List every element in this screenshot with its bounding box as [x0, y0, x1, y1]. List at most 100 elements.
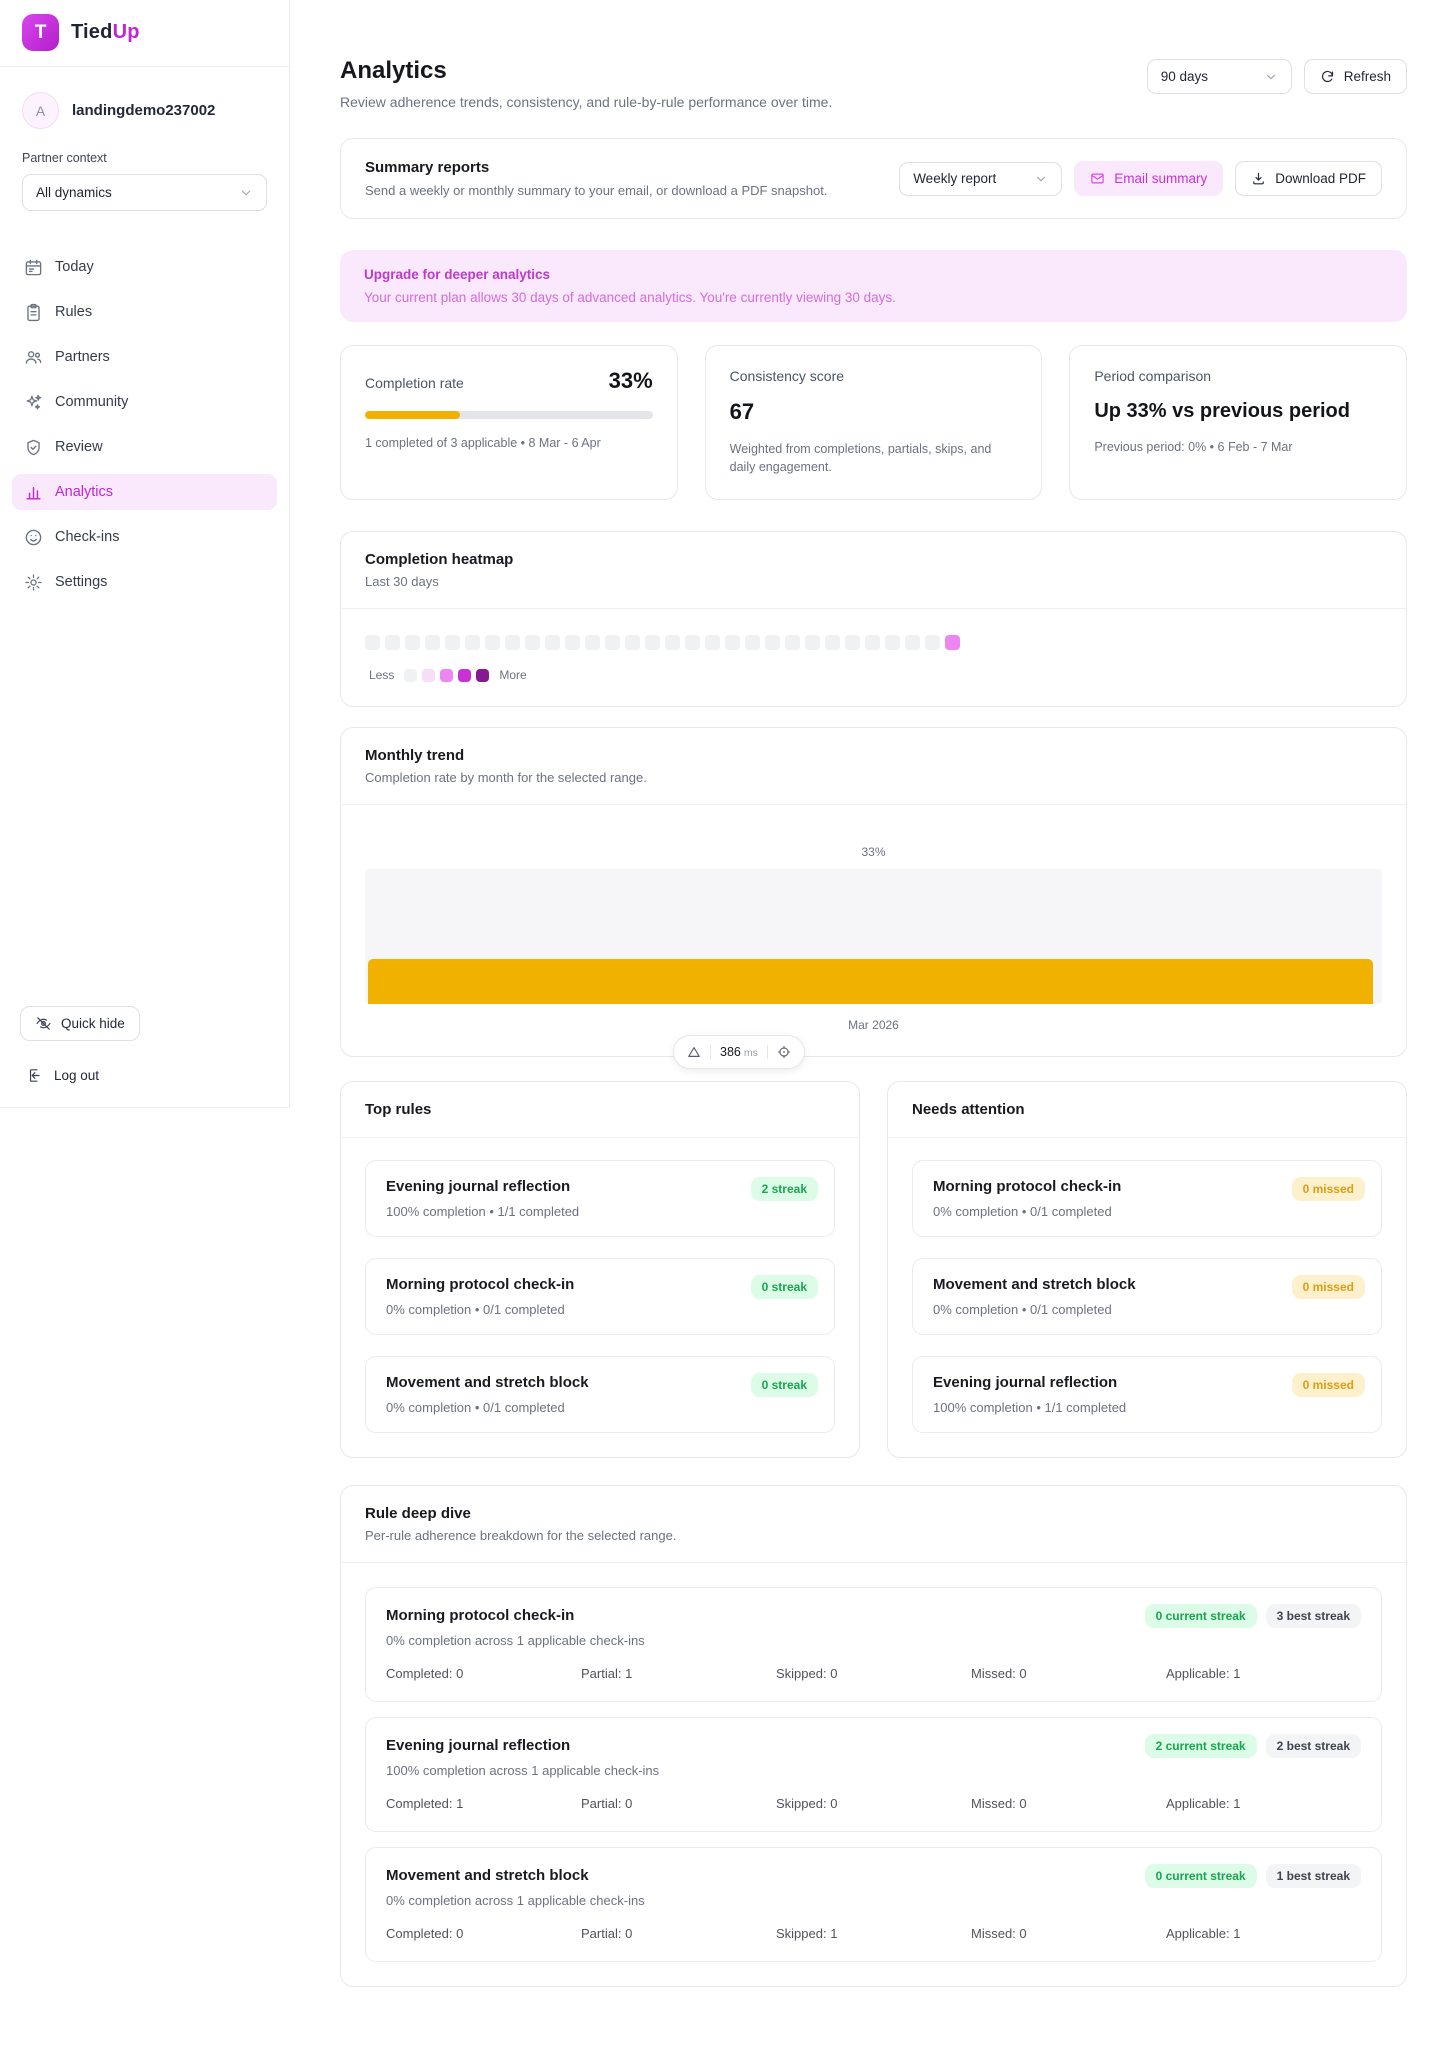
heatmap-day	[805, 635, 820, 650]
partner-context-label: Partner context	[22, 151, 107, 165]
rule-title: Morning protocol check-in	[933, 1178, 1122, 1195]
sidebar-item-settings[interactable]: Settings	[12, 564, 277, 600]
completion-rate-caption: 1 completed of 3 applicable • 8 Mar - 6 …	[365, 436, 601, 450]
gear-icon	[25, 573, 42, 591]
missed-badge: 0 missed	[1291, 1177, 1365, 1201]
rule-caption: 100% completion • 1/1 completed	[386, 1204, 580, 1219]
date-range-select[interactable]: 90 days	[1146, 59, 1292, 94]
heatmap-day	[545, 635, 560, 650]
chevron-down-icon	[1037, 176, 1046, 181]
upgrade-banner-body: Your current plan allows 30 days of adva…	[364, 290, 896, 305]
stat-partial: Partial: 0	[581, 1926, 633, 1941]
refresh-button[interactable]: Refresh	[1303, 59, 1407, 94]
refresh-label: Refresh	[1343, 69, 1391, 84]
best-streak-badge: 3 best streak	[1265, 1604, 1361, 1628]
deep-dive-title: Rule deep dive	[365, 1505, 471, 1522]
consistency-score-label: Consistency score	[729, 368, 845, 384]
sidebar-item-analytics[interactable]: Analytics	[12, 474, 277, 510]
rule-stats: Completed: 0 Partial: 1 Skipped: 0 Misse…	[386, 1666, 1361, 1681]
top-rule-item[interactable]: Morning protocol check-in 0% completion …	[365, 1258, 835, 1335]
legend-less-label: Less	[369, 668, 395, 682]
stat-missed: Missed: 0	[971, 1926, 1027, 1941]
rule-caption: 0% completion across 1 applicable check-…	[386, 1633, 645, 1648]
completion-rate-label: Completion rate	[365, 375, 464, 391]
heatmap-day	[565, 635, 580, 650]
consistency-score-card: Consistency score 67 Weighted from compl…	[704, 345, 1043, 500]
sidebar-item-rules[interactable]: Rules	[12, 294, 277, 330]
logout-icon	[29, 1069, 40, 1082]
completion-heatmap-card: Completion heatmap Last 30 days Less Mor…	[340, 531, 1407, 707]
sparkles-icon	[26, 394, 42, 409]
target-icon	[777, 1045, 790, 1059]
date-range-value: 90 days	[1160, 69, 1209, 84]
partner-select-value: All dynamics	[36, 185, 112, 200]
sidebar: T TiedUp A landingdemo237002 Partner con…	[0, 0, 290, 1108]
top-rule-item[interactable]: Evening journal reflection 100% completi…	[365, 1160, 835, 1237]
stat-completed: Completed: 0	[386, 1926, 464, 1941]
needs-attention-item[interactable]: Evening journal reflection 100% completi…	[912, 1356, 1382, 1433]
completion-rate-value: 33%	[608, 368, 653, 393]
heatmap-day	[825, 635, 840, 650]
legend-swatch	[422, 668, 436, 682]
summary-reports-card: Summary reports Send a weekly or monthly…	[340, 138, 1407, 219]
sidebar-item-community[interactable]: Community	[12, 384, 277, 420]
deep-dive-row[interactable]: Movement and stretch block 0% completion…	[365, 1847, 1382, 1962]
legend-more-label: More	[499, 668, 527, 682]
period-comparison-card: Period comparison Up 33% vs previous per…	[1069, 345, 1407, 500]
trend-title: Monthly trend	[365, 747, 465, 764]
divider	[766, 1045, 768, 1059]
heatmap-day	[385, 635, 400, 650]
heatmap-day	[645, 635, 660, 650]
heatmap-day	[425, 635, 440, 650]
trend-bar[interactable]	[368, 959, 1373, 1004]
stat-missed: Missed: 0	[971, 1796, 1027, 1811]
chevron-down-icon	[241, 190, 251, 195]
needs-attention-item[interactable]: Movement and stretch block 0% completion…	[912, 1258, 1382, 1335]
email-summary-label: Email summary	[1114, 171, 1208, 186]
heatmap-day	[925, 635, 940, 650]
top-rule-item[interactable]: Movement and stretch block 0% completion…	[365, 1356, 835, 1433]
sidebar-item-today[interactable]: Today	[12, 249, 277, 285]
username: landingdemo237002	[72, 102, 216, 119]
sidebar-nav: Today Rules Partners Community Review An…	[12, 249, 277, 600]
rule-deep-dive-card: Rule deep dive Per-rule adherence breakd…	[340, 1485, 1407, 1987]
stat-applicable: Applicable: 1	[1166, 1666, 1241, 1681]
heatmap-day	[405, 635, 420, 650]
missed-badge: 0 missed	[1291, 1275, 1365, 1299]
partner-context-select[interactable]: All dynamics	[22, 174, 267, 211]
app-logo-icon: T	[22, 14, 59, 51]
logout-button[interactable]: Log out	[27, 1067, 99, 1084]
needs-attention-item[interactable]: Morning protocol check-in 0% completion …	[912, 1160, 1382, 1237]
period-comparison-label: Period comparison	[1094, 368, 1212, 384]
needs-attention-card: Needs attention Morning protocol check-i…	[887, 1081, 1407, 1458]
deep-dive-row[interactable]: Morning protocol check-in 0% completion …	[365, 1587, 1382, 1702]
sidebar-item-check-ins[interactable]: Check-ins	[12, 519, 277, 555]
heatmap-day	[525, 635, 540, 650]
shield-check-icon	[27, 439, 40, 455]
heatmap-day	[505, 635, 520, 650]
heatmap-day	[765, 635, 780, 650]
sidebar-item-review[interactable]: Review	[12, 429, 277, 465]
rule-title: Morning protocol check-in	[386, 1276, 575, 1293]
download-pdf-button[interactable]: Download PDF	[1235, 161, 1382, 196]
quick-hide-button[interactable]: Quick hide	[20, 1006, 140, 1041]
heatmap-day	[685, 635, 700, 650]
report-frequency-select[interactable]: Weekly report	[899, 161, 1063, 196]
performance-widget[interactable]: 386 ms	[673, 1035, 805, 1069]
heatmap-day	[625, 635, 640, 650]
divider	[710, 1045, 711, 1059]
download-pdf-label: Download PDF	[1275, 171, 1366, 186]
deep-dive-row[interactable]: Evening journal reflection 100% completi…	[365, 1717, 1382, 1832]
period-comparison-value: Up 33% vs previous period	[1094, 400, 1350, 422]
avatar: A	[22, 92, 59, 129]
rule-stats: Completed: 1 Partial: 0 Skipped: 0 Misse…	[386, 1796, 1361, 1811]
upgrade-banner-title: Upgrade for deeper analytics	[364, 267, 551, 282]
stat-completed: Completed: 1	[386, 1796, 464, 1811]
stat-partial: Partial: 1	[581, 1666, 633, 1681]
heatmap-day	[665, 635, 680, 650]
email-summary-button[interactable]: Email summary	[1074, 161, 1224, 196]
calendar-icon	[25, 259, 42, 275]
rule-caption: 0% completion • 0/1 completed	[386, 1302, 565, 1317]
sidebar-item-partners[interactable]: Partners	[12, 339, 277, 375]
heatmap-row	[365, 635, 1382, 650]
